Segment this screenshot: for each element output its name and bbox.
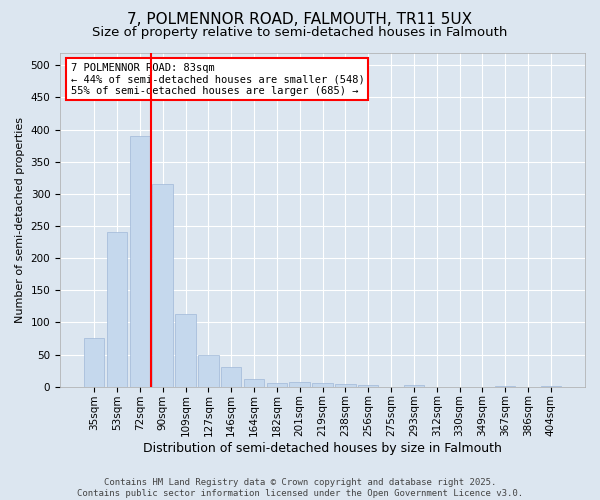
Bar (221, 368, 241, 386)
X-axis label: Distribution of semi-detached houses by size in Falmouth: Distribution of semi-detached houses by … (143, 442, 502, 455)
Bar (312, 383, 333, 386)
Bar (152, 184, 173, 386)
Bar (84, 338, 104, 386)
Text: Size of property relative to semi-detached houses in Falmouth: Size of property relative to semi-detach… (92, 26, 508, 39)
Text: 7 POLMENNOR ROAD: 83sqm
← 44% of semi-detached houses are smaller (548)
55% of s: 7 POLMENNOR ROAD: 83sqm ← 44% of semi-de… (71, 62, 364, 96)
Bar (130, 136, 150, 386)
Bar (244, 379, 264, 386)
Bar (198, 354, 218, 386)
Text: 7, POLMENNOR ROAD, FALMOUTH, TR11 5UX: 7, POLMENNOR ROAD, FALMOUTH, TR11 5UX (127, 12, 473, 28)
Bar (289, 382, 310, 386)
Bar (107, 232, 127, 386)
Bar (175, 314, 196, 386)
Y-axis label: Number of semi-detached properties: Number of semi-detached properties (15, 116, 25, 322)
Bar (266, 383, 287, 386)
Bar (335, 384, 356, 386)
Text: Contains HM Land Registry data © Crown copyright and database right 2025.
Contai: Contains HM Land Registry data © Crown c… (77, 478, 523, 498)
